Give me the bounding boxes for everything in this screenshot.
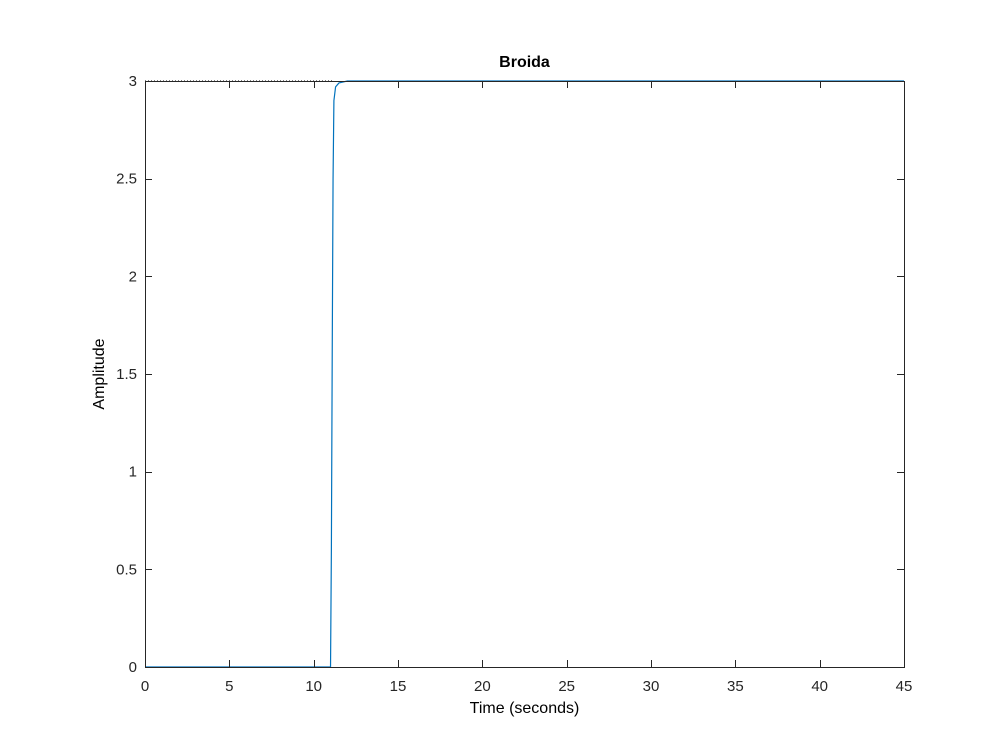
x-tick-label: 5 xyxy=(225,678,233,695)
plot-area xyxy=(145,81,904,667)
y-tick-label: 0 xyxy=(129,659,137,676)
x-tick-label: 30 xyxy=(643,678,660,695)
x-tick-label: 10 xyxy=(305,678,322,695)
x-tick-label: 45 xyxy=(896,678,913,695)
x-tick-label: 20 xyxy=(474,678,491,695)
x-tick-label: 40 xyxy=(811,678,828,695)
y-tick-label: 2.5 xyxy=(116,171,137,188)
x-tick-label: 35 xyxy=(727,678,744,695)
x-tick-labels: 0 5 10 15 20 25 30 35 40 45 xyxy=(141,678,913,695)
x-tick-label: 25 xyxy=(558,678,575,695)
y-tick-label: 1 xyxy=(129,464,137,481)
axes-box xyxy=(145,81,905,668)
x-tick-label: 0 xyxy=(141,678,149,695)
y-tick-label: 3 xyxy=(129,73,137,90)
y-tick-label: 1.5 xyxy=(116,366,137,383)
x-axis-label: Time (seconds) xyxy=(470,700,580,717)
y-tick-labels: 0 0.5 1 1.5 2 2.5 3 xyxy=(116,73,137,676)
y-tick-label: 0.5 xyxy=(116,561,137,578)
x-tick-label: 15 xyxy=(390,678,407,695)
y-tick-label: 2 xyxy=(129,268,137,285)
y-axis-label: Amplitude xyxy=(91,338,108,409)
chart-title: Broida xyxy=(499,54,550,71)
